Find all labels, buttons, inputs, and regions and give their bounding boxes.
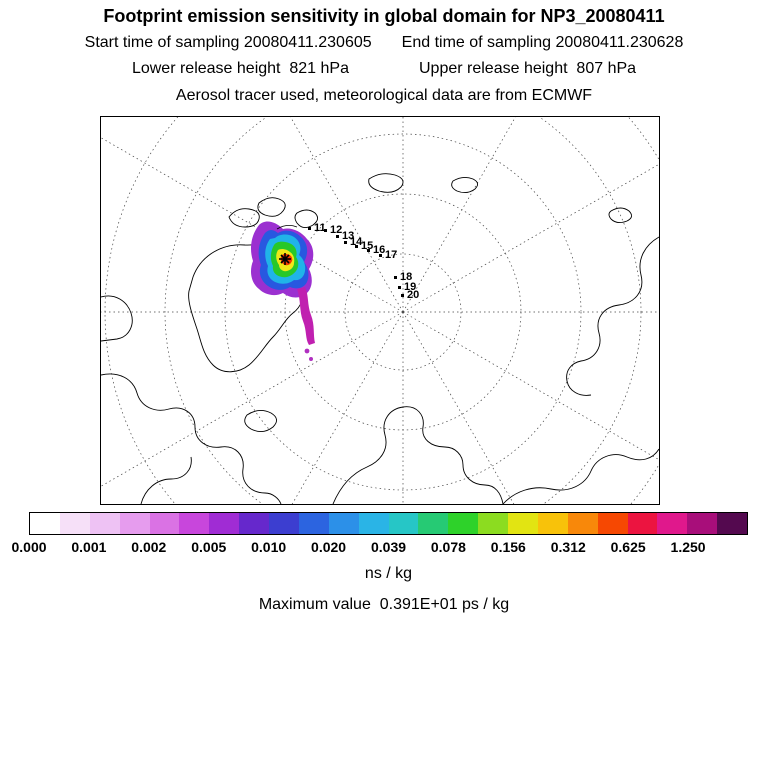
trajectory-day-label: 17 [385,249,398,261]
release-heights-row: Lower release height 821 hPa Upper relea… [0,60,768,78]
colorbar-segment [508,513,538,534]
upper-release-label: Upper release height 807 hPa [419,60,637,77]
tracer-info-label: Aerosol tracer used, meteorological data… [175,87,593,104]
colorbar-tick: 0.001 [71,539,107,555]
trajectory-labels: 11 12 13 14 15 16 17 18 19 20 [101,117,659,504]
colorbar-tick: 0.156 [490,539,526,555]
trajectory-point-marker [344,241,347,244]
coastlines [101,173,659,504]
release-marker [279,253,291,265]
colorbar-tick: 0.312 [550,539,586,555]
colorbar-segment [537,513,568,534]
trajectory-day-label: 16 [373,244,386,256]
colorbar-segment [30,513,60,534]
page-title: Footprint emission sensitivity in global… [103,6,665,26]
colorbar-tick: 0.625 [610,539,646,555]
map-panel: 11 12 13 14 15 16 17 18 19 20 [100,116,660,505]
colorbar-tick: 0.078 [430,539,466,555]
trajectory-day-label: 14 [350,236,363,248]
colorbar-tick: 1.250 [670,539,706,555]
colorbar-segment [478,513,508,534]
trajectory-day-label: 19 [404,281,417,293]
colorbar-segment [687,513,718,534]
colorbar-segment [418,513,449,534]
colorbar-segment [597,513,628,534]
colorbar-tick: 0.020 [311,539,347,555]
colorbar-tick: 0.039 [370,539,407,555]
colorbar-segment [298,513,329,534]
trajectory-point-marker [367,249,370,252]
trajectory-point-marker [398,286,401,289]
trajectory-point-marker [324,229,327,232]
colorbar-tick: 0.010 [251,539,287,555]
trajectory-point-marker [379,254,382,257]
trajectory-day-label: 11 [314,222,326,234]
start-time-label: Start time of sampling 20080411.230605 [84,34,372,51]
colorbar-segment [59,513,90,534]
sampling-times-row: Start time of sampling 20080411.230605 E… [0,34,768,52]
colorbar-segment [149,513,180,534]
trajectory-point-marker [308,227,311,230]
colorbar-segment [567,513,598,534]
colorbar-segment [657,513,688,534]
max-value-label: Maximum value 0.391E+01 ps / kg [258,596,510,613]
colorbar-segment [209,513,240,534]
colorbar-segment [717,513,747,534]
colorbar-ticks: 0.000 0.001 0.002 0.005 0.010 0.020 0.039 0.078… [11,539,748,557]
end-time-label: End time of sampling 20080411.230628 [401,34,684,51]
colorbar-segment [119,513,150,534]
colorbar-segment [328,513,359,534]
colorbar-segment [358,513,389,534]
trajectory-day-label: 15 [361,240,374,252]
map-svg [101,117,659,504]
trajectory-day-label: 20 [407,289,420,301]
trajectory-point-marker [336,235,339,238]
colorbar-units: ns / kg [364,565,413,582]
trajectory-day-label: 18 [400,271,413,283]
trajectory-day-label: 13 [342,230,355,242]
trajectory-point-marker [394,276,397,279]
colorbar-segment [388,513,419,534]
colorbar-segment [448,513,479,534]
colorbar-segment [239,513,269,534]
colorbar-tick: 0.002 [131,539,167,555]
colorbar-segment [179,513,210,534]
colorbar-segment [89,513,120,534]
colorbar-tick: 0.005 [191,539,227,555]
trajectory-point-marker [401,294,404,297]
graticule [101,117,659,504]
colorbar-tick: 0.000 [11,539,47,555]
lower-release-label: Lower release height 821 hPa [131,60,349,77]
colorbar-segment [627,513,658,534]
colorbar-segment [269,513,299,534]
trajectory-day-label: 12 [330,224,343,236]
colorbar [29,512,748,535]
trajectory-point-marker [355,245,358,248]
